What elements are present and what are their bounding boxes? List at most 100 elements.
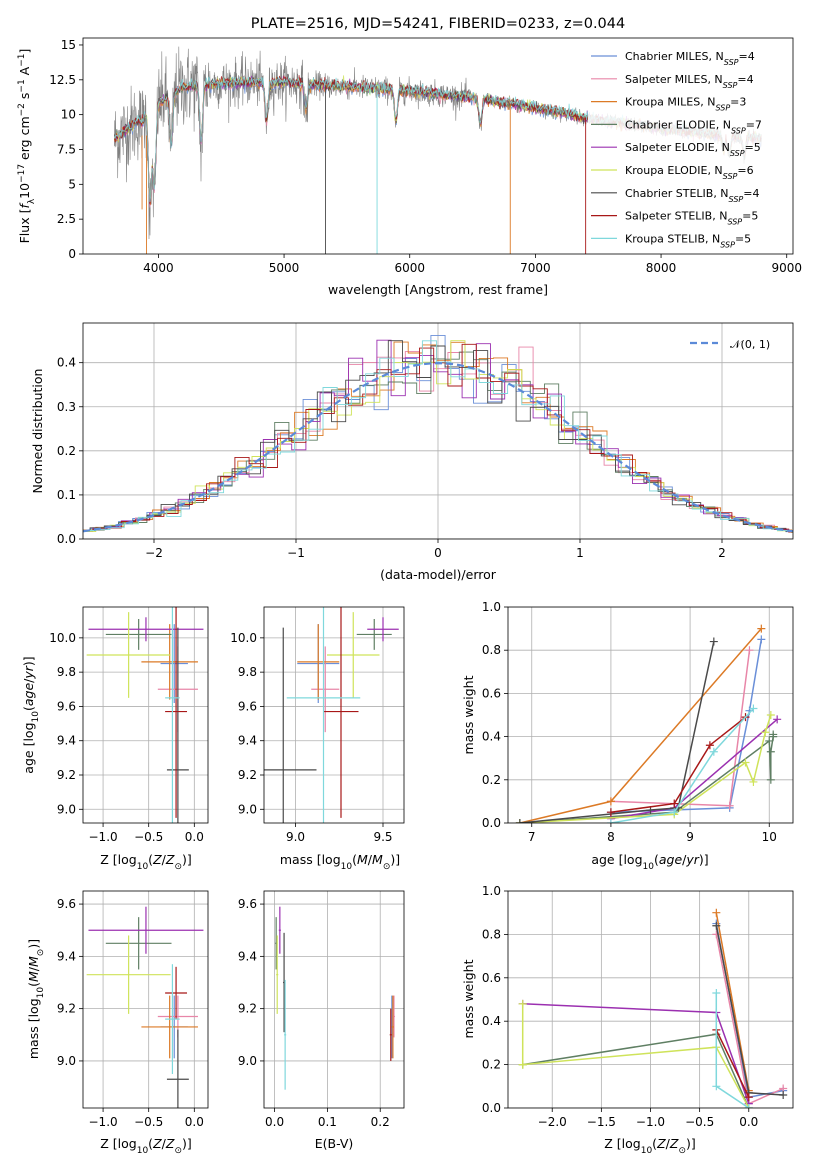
x-tick-label: 9 <box>686 830 694 844</box>
y-axis-label: mass [log10(M/M⊙)] <box>26 939 46 1059</box>
y-tick-label: 0.4 <box>482 1014 501 1028</box>
y-tick-label: 9.8 <box>57 665 76 679</box>
weight-line-kroupa-miles <box>715 912 750 1091</box>
weight-marker-salpeter-stelib <box>670 799 679 808</box>
y-tick-label: 0.6 <box>482 686 501 700</box>
y-tick-label: 9.6 <box>238 699 257 713</box>
weight-marker-kroupa-elodie <box>741 758 750 767</box>
label-part: ⊙ <box>174 1146 182 1156</box>
weight-line-kroupa-stelib <box>610 707 754 823</box>
legend-model-name: Kroupa MILES <box>625 96 700 109</box>
x-tick-label: 7 <box>528 830 536 844</box>
y-tick-label: 7.5 <box>57 142 76 156</box>
y-tick-label: 0.6 <box>482 971 501 985</box>
weight-line-kroupa-miles <box>519 628 762 823</box>
label-part: / <box>682 852 687 867</box>
y-tick-label: 9.2 <box>57 1002 76 1016</box>
legend-nssp-sub: SSP <box>727 217 742 226</box>
legend-box <box>588 44 790 249</box>
y-tick-label: 0.0 <box>482 816 501 830</box>
y-tick-label: 9.0 <box>238 1054 257 1068</box>
legend-nssp-sub: SSP <box>723 172 738 181</box>
legend-nssp-prefix: , N <box>700 96 715 109</box>
weight-line-chabrier-miles <box>610 639 763 813</box>
legend-nssp-sub: SSP <box>723 80 738 89</box>
weight-line-salpeter-stelib <box>610 716 746 813</box>
weight-marker-salpeter-elodie <box>773 715 782 724</box>
legend-nssp-sub: SSP <box>730 149 745 158</box>
legend-model-name: Kroupa STELIB <box>625 232 705 245</box>
weight-marker-chabrier-elodie <box>766 747 775 756</box>
x-tick-label: 9000 <box>771 261 802 275</box>
y-tick-label: 9.2 <box>238 1002 257 1016</box>
axes-frame <box>263 606 405 824</box>
label-part: −1 <box>17 53 27 66</box>
x-tick-label: −1 <box>287 546 305 560</box>
label-part: / <box>666 1136 671 1151</box>
x-tick-label: 9.5 <box>373 830 392 844</box>
label-part: Z <box>656 1136 666 1151</box>
weight-marker-kroupa-elodie <box>518 999 527 1008</box>
panel-residual-hist: −2 −1 0 1 2 0.0 0.1 0.2 0.3 0.4 𝒩(0, 1) (data-model… <box>30 322 794 582</box>
x-tick-label: −2.0 <box>538 1115 567 1129</box>
legend-entry-kroupa-miles: Kroupa MILES, NSSP=3 <box>625 96 746 113</box>
label-part: ( <box>21 706 36 711</box>
legend-model-name: Salpeter MILES <box>625 73 707 86</box>
y-tick-label: 0.8 <box>482 927 501 941</box>
hist-step-chabrier-stelib <box>83 340 793 532</box>
x-tick-label: 0.0 <box>739 1115 758 1129</box>
y-tick-label: 0.2 <box>482 1058 501 1072</box>
legend-entry-kroupa-stelib: Kroupa STELIB, NSSP=5 <box>625 232 751 249</box>
panel-weight-vs-Z: −2.0 −1.5 −1.0 −0.5 0.0 0.0 0.2 0.4 0.6 0.8 1.0 Z [… <box>461 884 794 1156</box>
y-axis-label: Flux [fλ10−17 erg cm−2 s−1 A−1] <box>17 49 37 244</box>
legend-nssp-sub: SSP <box>715 103 730 112</box>
x-tick-label: 5000 <box>269 261 300 275</box>
legend-nssp-prefix: , N <box>712 210 727 223</box>
y-tick-label: 9.0 <box>238 802 257 816</box>
legend-nssp-sub: SSP <box>731 126 746 135</box>
weight-marker-chabrier-elodie <box>765 736 774 745</box>
y-tick-label: 0 <box>68 247 76 261</box>
legend-entry-chabrier-stelib: Chabrier STELIB, NSSP=4 <box>625 187 759 204</box>
label-part: Z <box>152 1136 162 1151</box>
label-part: yr <box>21 665 36 679</box>
legend-entry-chabrier-elodie: Chabrier ELODIE, NSSP=7 <box>625 118 762 135</box>
x-tick-label: 0 <box>434 546 442 560</box>
weight-marker-salpeter-stelib <box>606 808 615 817</box>
panel-mass-vs-Z: −1.0 −0.5 0.09.09.29.49.6Z [log10(Z/Z⊙)]ma… <box>26 890 209 1156</box>
legend-nssp-eq: = <box>737 164 746 177</box>
weight-line-chabrier-stelib <box>715 925 784 1096</box>
legend-entry-kroupa-elodie: Kroupa ELODIE, NSSP=6 <box>625 164 754 181</box>
legend-nssp-value: 5 <box>754 141 761 154</box>
label-part: 10 <box>641 1146 653 1156</box>
label-part: M <box>26 971 41 982</box>
y-tick-label: 0.1 <box>57 488 76 502</box>
x-tick-label: −1.0 <box>89 1115 118 1129</box>
x-tick-label: 8 <box>607 830 615 844</box>
label-part: 10 <box>36 987 46 999</box>
legend-nssp-eq: = <box>745 141 754 154</box>
y-tick-label: 0.4 <box>57 356 76 370</box>
x-tick-label: 6000 <box>394 261 425 275</box>
x-tick-label: 2 <box>718 546 726 560</box>
x-tick-label: −0.5 <box>685 1115 714 1129</box>
legend-model-name: Salpeter ELODIE <box>625 141 715 154</box>
y-tick-label: 9.0 <box>57 1054 76 1068</box>
label-part: −2 <box>17 103 27 116</box>
axes-frame <box>82 322 794 540</box>
label-part: ( <box>352 852 357 867</box>
label-part: −1 <box>17 79 27 92</box>
x-tick-label: −1.0 <box>89 830 118 844</box>
y-tick-label: 10.0 <box>230 631 257 645</box>
x-tick-label: −1.0 <box>636 1115 665 1129</box>
label-part: Z <box>152 852 162 867</box>
x-tick-label: 4000 <box>143 261 174 275</box>
normal-curve <box>83 361 793 533</box>
x-tick-label: −0.5 <box>134 1115 163 1129</box>
y-tick-label: 9.6 <box>57 699 76 713</box>
y-tick-label: 15 <box>61 38 76 52</box>
label-part: )] <box>699 852 709 867</box>
weight-marker-chabrier-miles <box>757 635 766 644</box>
weight-marker-kroupa-stelib <box>709 747 718 756</box>
